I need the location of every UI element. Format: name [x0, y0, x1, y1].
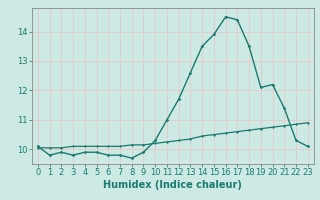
X-axis label: Humidex (Indice chaleur): Humidex (Indice chaleur) — [103, 180, 242, 190]
